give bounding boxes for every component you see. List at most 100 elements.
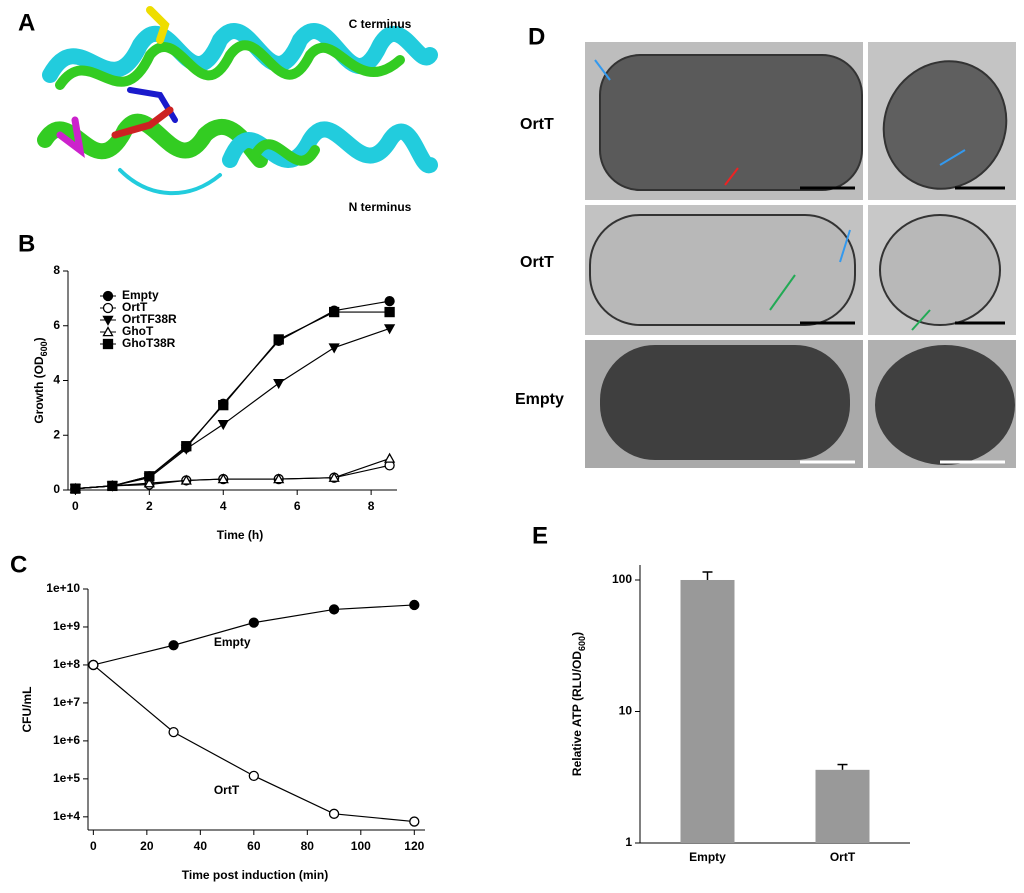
marker <box>273 378 285 390</box>
y-axis-label: Relative ATP (RLU/OD600) <box>570 632 587 776</box>
legend-label: GhoT <box>122 324 154 338</box>
panel-label: D <box>528 23 545 50</box>
y-axis-label-part: ) <box>32 337 46 341</box>
row-label: OrtT <box>520 254 554 271</box>
panel-label: E <box>532 522 548 549</box>
marker <box>168 726 179 738</box>
y-tick-label: 1e+4 <box>53 809 80 823</box>
marker <box>181 441 192 452</box>
x-tick-label: 80 <box>301 839 315 853</box>
marker <box>217 420 229 431</box>
y-axis-label-part: ) <box>570 632 584 636</box>
marker <box>168 640 179 651</box>
y-axis-label-part: 600 <box>39 341 49 356</box>
marker <box>384 306 395 318</box>
y-tick-label: 100 <box>612 572 632 586</box>
marker <box>218 399 229 411</box>
series-label: Empty <box>214 635 251 649</box>
x-axis-label: Time post induction (min) <box>182 868 328 882</box>
y-tick-label: 2 <box>53 427 60 441</box>
y-axis-label-part: Relative ATP (RLU/OD <box>570 651 584 776</box>
x-tick-label: OrtT <box>830 850 856 864</box>
marker <box>70 483 81 494</box>
x-tick-label: 20 <box>140 839 154 853</box>
series-line <box>75 311 390 490</box>
annotation: C terminus <box>349 17 412 31</box>
y-tick-label: 8 <box>53 263 60 277</box>
y-tick-label: 1e+7 <box>53 695 80 709</box>
x-tick-label: 0 <box>90 839 97 853</box>
marker <box>328 343 340 354</box>
panel-label: C <box>10 551 27 578</box>
marker <box>217 473 229 484</box>
y-axis-label: Growth (OD600) <box>32 337 49 423</box>
row-label: OrtT <box>520 116 554 133</box>
y-tick-label: 0 <box>53 482 60 496</box>
bar <box>680 579 735 843</box>
marker <box>180 474 192 485</box>
x-tick-label: 100 <box>351 839 371 853</box>
marker <box>248 770 259 782</box>
y-tick-label: 1e+9 <box>53 619 80 633</box>
marker <box>273 334 284 345</box>
legend-label: Empty <box>122 288 159 302</box>
legend-label: OrtTF38R <box>122 312 177 326</box>
panel-label: B <box>18 230 35 257</box>
marker <box>102 302 114 314</box>
legend-label: GhoT38R <box>122 336 176 350</box>
x-tick-label: 6 <box>294 499 301 513</box>
marker <box>328 471 340 482</box>
bar <box>815 769 870 843</box>
series-line <box>75 457 390 490</box>
y-tick-label: 1e+10 <box>46 581 80 595</box>
x-tick-label: 120 <box>404 839 424 853</box>
x-tick-label: 40 <box>194 839 208 853</box>
marker <box>384 452 396 463</box>
y-axis-label-part: 600 <box>577 636 587 651</box>
y-tick-label: 1e+5 <box>53 771 80 785</box>
series-line <box>75 327 390 490</box>
marker <box>328 604 340 615</box>
y-tick-label: 4 <box>53 373 60 387</box>
x-tick-label: 0 <box>72 499 79 513</box>
y-tick-label: 6 <box>53 318 60 332</box>
x-tick-label: Empty <box>689 850 726 864</box>
marker <box>88 659 99 671</box>
marker <box>409 599 420 611</box>
y-tick-label: 1e+8 <box>53 657 80 671</box>
y-tick-label: 1e+6 <box>53 733 80 747</box>
y-tick-label: 1 <box>625 835 632 849</box>
legend-label: OrtT <box>122 300 148 314</box>
y-tick-label: 10 <box>619 704 633 718</box>
x-tick-label: 2 <box>146 499 153 513</box>
marker <box>273 473 285 484</box>
marker <box>107 480 118 492</box>
row-label: Empty <box>515 391 564 408</box>
marker <box>102 338 114 350</box>
x-tick-label: 60 <box>247 839 261 853</box>
marker <box>144 471 155 482</box>
marker <box>248 617 259 628</box>
series-line <box>92 664 415 823</box>
marker <box>102 315 114 326</box>
marker <box>328 808 340 819</box>
x-tick-label: 4 <box>220 499 227 513</box>
marker <box>102 326 114 337</box>
marker <box>384 295 395 307</box>
marker <box>329 306 340 318</box>
marker <box>384 324 396 335</box>
x-axis-label: Time (h) <box>217 528 263 542</box>
y-axis-label-part: CFU/mL <box>20 687 34 733</box>
y-axis-label-part: Growth (OD <box>32 356 46 424</box>
protein-structure <box>37 6 438 196</box>
marker <box>409 816 420 827</box>
panel-label: A <box>18 9 35 36</box>
annotation: N terminus <box>349 200 412 214</box>
series-label: OrtT <box>214 783 240 797</box>
marker <box>143 477 155 488</box>
series-line <box>93 604 415 666</box>
micrographs <box>585 42 1016 468</box>
marker <box>102 290 114 302</box>
x-tick-label: 8 <box>368 499 375 513</box>
